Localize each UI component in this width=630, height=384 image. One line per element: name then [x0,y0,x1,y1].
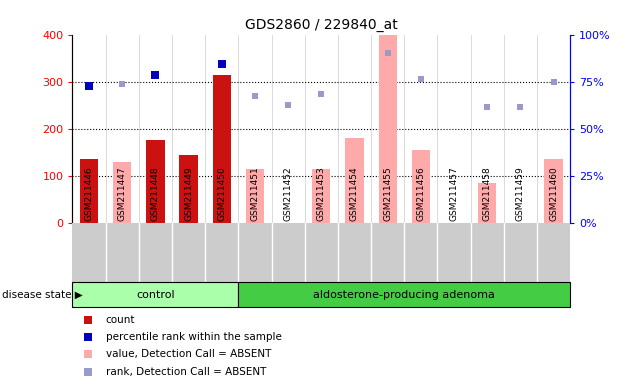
Point [549,79,559,85]
Point [83,316,93,323]
Bar [312,169,330,223]
Bar [213,74,231,223]
Bar [180,156,198,223]
Bar [345,138,364,223]
Text: disease state ▶: disease state ▶ [2,290,83,300]
Point [416,76,426,82]
Point [83,334,93,340]
Bar [246,169,264,223]
Text: aldosterone-producing adenoma: aldosterone-producing adenoma [313,290,495,300]
Point [482,104,492,111]
Title: GDS2860 / 229840_at: GDS2860 / 229840_at [245,18,398,32]
Point [382,50,392,56]
Text: control: control [136,290,175,300]
Text: count: count [106,314,135,325]
Bar [238,282,570,307]
Text: value, Detection Call = ABSENT: value, Detection Call = ABSENT [106,349,271,359]
Bar [146,141,164,223]
Bar [544,159,563,223]
Bar [72,282,238,307]
Point [83,351,93,357]
Bar [412,150,430,223]
Text: percentile rank within the sample: percentile rank within the sample [106,332,282,342]
Text: rank, Detection Call = ABSENT: rank, Detection Call = ABSENT [106,366,266,377]
Bar [379,35,397,223]
Point [117,81,127,87]
Bar [113,162,131,223]
Point [515,104,525,111]
Point [283,102,293,108]
Point [151,73,161,79]
Bar [80,159,98,223]
Point [217,61,227,67]
Bar [478,183,496,223]
Point [316,91,326,98]
Point [250,93,260,99]
Point [84,83,94,89]
Point [83,369,93,375]
